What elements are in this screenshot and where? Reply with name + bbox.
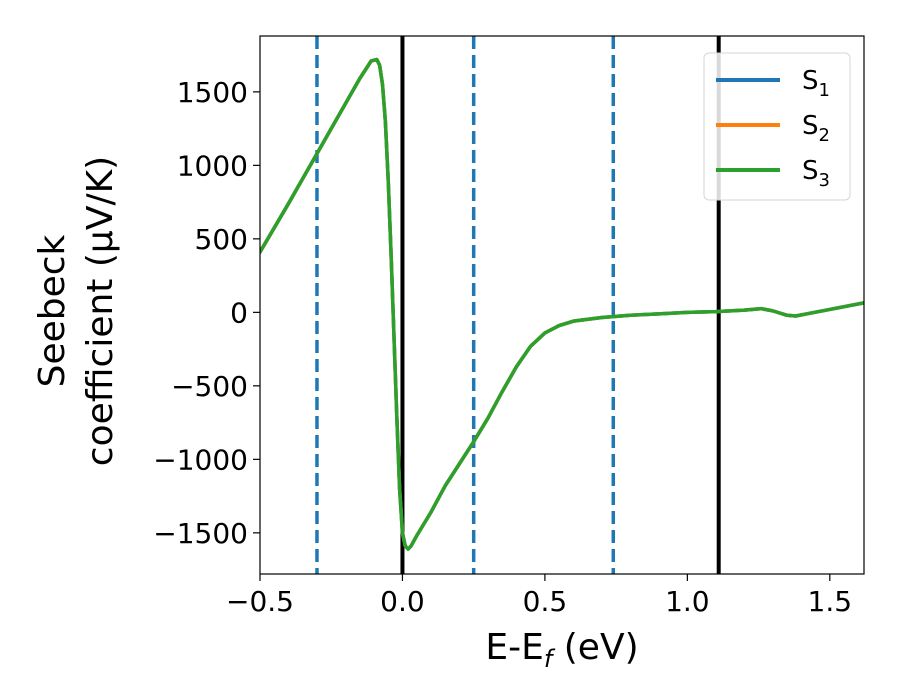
y-tick-label: −1000 bbox=[153, 443, 248, 476]
legend: S1 S2 S3 bbox=[703, 52, 851, 201]
y-tick-label: −1500 bbox=[153, 517, 248, 550]
legend-label-s3: S3 bbox=[802, 156, 830, 191]
legend-label-s2: S2 bbox=[802, 111, 830, 146]
y-axis-label-line2: coefficient (μV/K) bbox=[80, 156, 121, 466]
y-tick-label: −500 bbox=[171, 370, 248, 403]
series-line-s3 bbox=[260, 57, 864, 551]
y-tick-label: 1500 bbox=[177, 76, 248, 109]
legend-label-s1: S1 bbox=[802, 66, 830, 101]
y-axis-label-line1: Seebeck bbox=[32, 234, 73, 387]
plot-frame bbox=[259, 35, 865, 575]
y-axis: −1500 −1000 −500 0 500 1000 1500 bbox=[153, 76, 260, 550]
series-lines bbox=[260, 57, 864, 551]
x-axis: −0.5 0.0 0.5 1.0 1.5 bbox=[226, 574, 852, 618]
x-tick-label: −0.5 bbox=[226, 585, 294, 618]
y-tick-label: 500 bbox=[195, 223, 248, 256]
y-tick-label: 0 bbox=[230, 296, 248, 329]
y-tick-label: 1000 bbox=[177, 149, 248, 182]
x-tick-label: 1.0 bbox=[665, 585, 710, 618]
x-tick-label: 0.0 bbox=[380, 585, 425, 618]
x-tick-label: 1.5 bbox=[808, 585, 853, 618]
x-tick-label: 0.5 bbox=[523, 585, 568, 618]
x-axis-label: E-Ef (eV) bbox=[485, 627, 638, 673]
vertical-reference-lines bbox=[315, 36, 721, 574]
